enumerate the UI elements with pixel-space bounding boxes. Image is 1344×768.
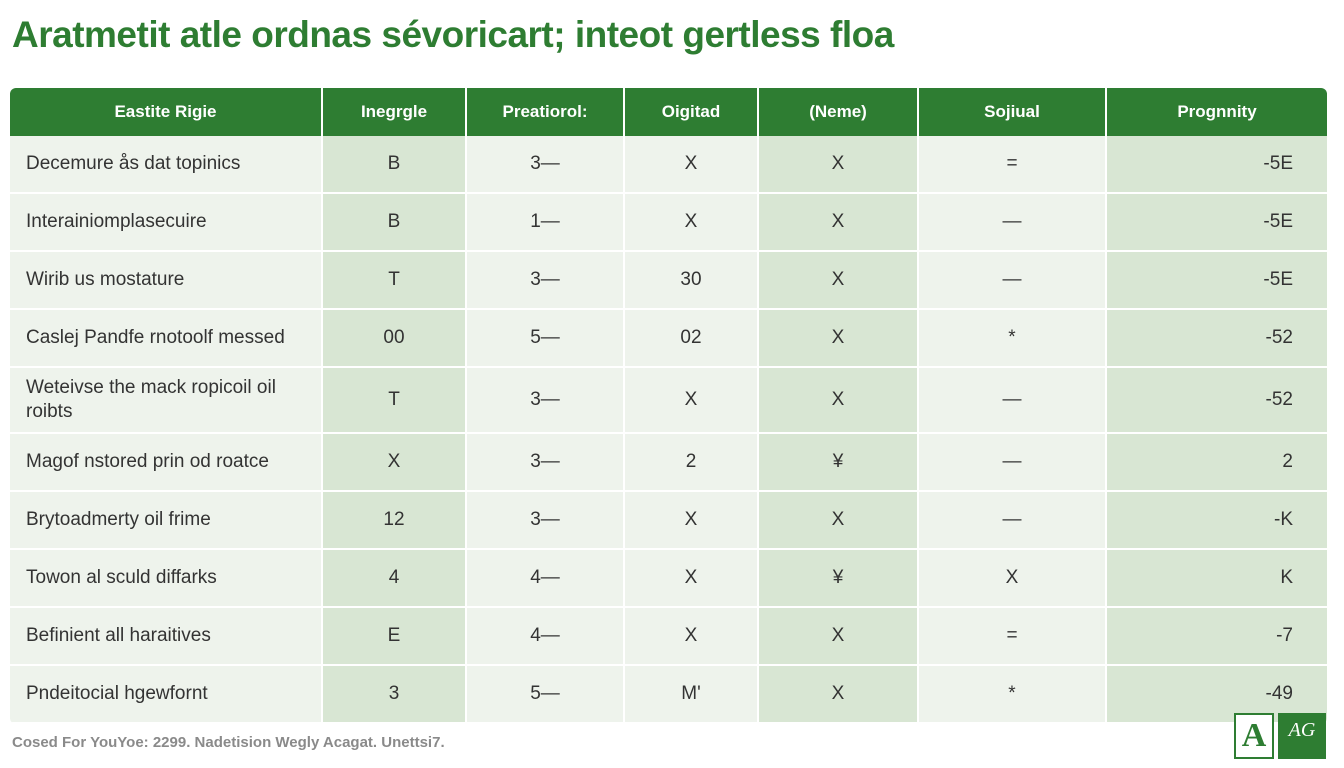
table-cell: -7 [1106,607,1327,666]
row-label-cell: Weteivse the mack ropicoil oil roibts [10,367,323,434]
table-cell: 4— [466,549,625,608]
table-cell: 1— [466,193,625,252]
row-label-cell: Pndeitocial hgewfornt [10,665,323,724]
table-cell: — [918,367,1107,434]
table-cell: X [758,607,919,666]
table-row[interactable]: Brytoadmerty oil frime 12 3— X X — -K [10,491,1327,550]
table-cell: -52 [1106,367,1327,434]
table-cell: * [918,665,1107,724]
footer-caption: Cosed For YouYoe: 2299. Nadetision Wegly… [12,734,445,751]
table-cell: X [758,251,919,310]
table-cell: X [624,367,759,434]
table-cell: 3— [466,367,625,434]
row-label-cell: Decemure ås dat topinics [10,136,323,194]
table-cell: -52 [1106,309,1327,368]
data-table-container: Eastite Rigie Inegrgle Preatiorol: Oigit… [10,88,1327,724]
table-cell: B [322,136,467,194]
table-cell: X [758,665,919,724]
table-cell: X [758,193,919,252]
table-row[interactable]: Wirib us mostature T 3— 30 X — -5E [10,251,1327,310]
table-cell: B [322,193,467,252]
table-row[interactable]: Weteivse the mack ropicoil oil roibts T 3—… [10,367,1327,434]
row-label-cell: Brytoadmerty oil frime [10,491,323,550]
table-cell: 5— [466,665,625,724]
table-cell: 4— [466,607,625,666]
table-cell: 30 [624,251,759,310]
table-cell: — [918,433,1107,492]
table-cell: 02 [624,309,759,368]
table-row[interactable]: Interainiomplasecuire B 1— X X — -5E [10,193,1327,252]
column-header[interactable]: (Neme) [758,88,919,136]
table-cell: K [1106,549,1327,608]
table-cell: = [918,607,1107,666]
table-cell: — [918,251,1107,310]
table-cell: T [322,367,467,434]
table-row[interactable]: Befinient all haraitives E 4— X X = -7 [10,607,1327,666]
column-header[interactable]: Prognnity [1106,88,1327,136]
row-label-cell: Interainiomplasecuire [10,193,323,252]
column-header[interactable]: Oigitad [624,88,759,136]
table-cell: X [758,491,919,550]
table-cell: 3 [322,665,467,724]
column-header[interactable]: Sojiual [918,88,1107,136]
table-cell: X [624,193,759,252]
table-cell: X [624,549,759,608]
table-cell: X [624,136,759,194]
table-cell: M' [624,665,759,724]
logo-letter: A [1234,713,1274,759]
table-cell: X [918,549,1107,608]
table-body: Decemure ås dat topinics B 3— X X = -5E Interai… [10,136,1327,724]
table-cell: -K [1106,491,1327,550]
table-cell: X [758,136,919,194]
table-cell: ¥ [758,549,919,608]
table-row[interactable]: Pndeitocial hgewfornt 3 5— M' X * -49 [10,665,1327,724]
table-cell: * [918,309,1107,368]
table-row[interactable]: Magof nstored prin od roatce X 3— 2 ¥ —2 [10,433,1327,492]
table-cell: -5E [1106,251,1327,310]
table-cell: — [918,491,1107,550]
table-cell: 3— [466,251,625,310]
table-cell: T [322,251,467,310]
column-header[interactable]: Eastite Rigie [10,88,323,136]
table-row[interactable]: Decemure ås dat topinics B 3— X X = -5E [10,136,1327,194]
table-header: Eastite Rigie Inegrgle Preatiorol: Oigit… [10,88,1327,136]
header-row: Eastite Rigie Inegrgle Preatiorol: Oigit… [10,88,1327,136]
row-label-cell: Towon al sculd diffarks [10,549,323,608]
table-cell: 5— [466,309,625,368]
row-label-cell: Magof nstored prin od roatce [10,433,323,492]
table-cell: — [918,193,1107,252]
table-cell: -5E [1106,136,1327,194]
table-cell: 3— [466,433,625,492]
page-title: Aratmetit atle ordnas sévoricart; inteot… [12,14,894,55]
table-cell: X [624,607,759,666]
table-cell: 00 [322,309,467,368]
table-cell: X [758,367,919,434]
table-cell: 2 [624,433,759,492]
table-row[interactable]: Caslej Pandfe rnotoolf messed 00 5— 02 X * -52 [10,309,1327,368]
data-table: Eastite Rigie Inegrgle Preatiorol: Oigit… [10,88,1327,724]
table-cell: X [758,309,919,368]
table-cell: = [918,136,1107,194]
brand-logo: A AG [1234,713,1326,759]
table-cell: 12 [322,491,467,550]
table-cell: 4 [322,549,467,608]
column-header[interactable]: Inegrgle [322,88,467,136]
table-cell: 3— [466,491,625,550]
table-cell: 2 [1106,433,1327,492]
table-cell: X [322,433,467,492]
row-label-cell: Befinient all haraitives [10,607,323,666]
row-label-cell: Wirib us mostature [10,251,323,310]
table-cell: 3— [466,136,625,194]
table-cell: E [322,607,467,666]
table-cell: ¥ [758,433,919,492]
table-cell: -5E [1106,193,1327,252]
column-header[interactable]: Preatiorol: [466,88,625,136]
row-label-cell: Caslej Pandfe rnotoolf messed [10,309,323,368]
table-cell: X [624,491,759,550]
table-row[interactable]: Towon al sculd diffarks 4 4— X ¥ X K [10,549,1327,608]
logo-badge: AG [1278,713,1326,759]
